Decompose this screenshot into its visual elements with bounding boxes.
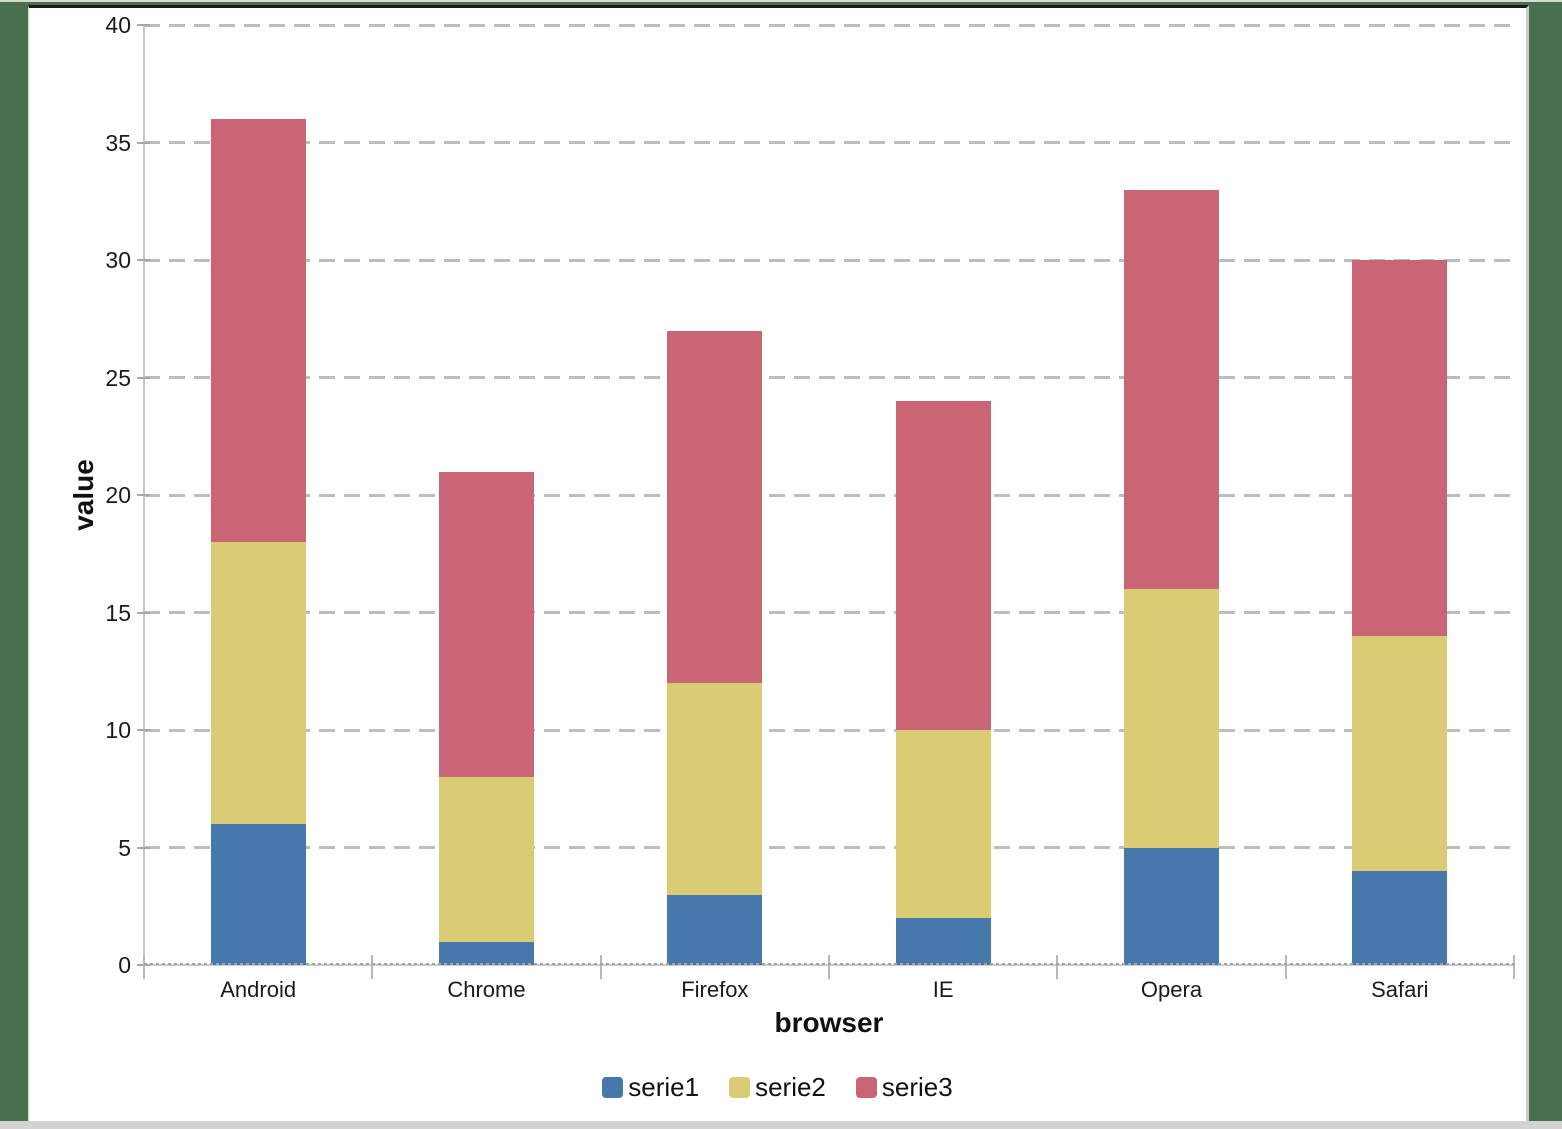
bar-segment-serie2-chrome <box>439 777 534 942</box>
gridline-15 <box>144 611 1514 614</box>
x-axis-tick <box>599 955 602 979</box>
gridline-40 <box>144 23 1514 27</box>
y-axis-tick-35 <box>137 141 150 144</box>
legend-swatch-serie3 <box>855 1077 877 1098</box>
legend-label-serie2: serie2 <box>755 1072 826 1102</box>
y-axis-tick-5 <box>137 846 150 849</box>
x-axis-tick <box>1513 955 1515 979</box>
bar-segment-serie1-safari <box>1352 871 1448 965</box>
y-tick-label-25: 25 <box>105 364 131 391</box>
x-category-label-chrome: Chrome <box>447 977 526 1002</box>
y-tick-label-5: 5 <box>118 834 131 861</box>
bar-segment-serie1-opera <box>1124 847 1219 965</box>
bar-segment-serie2-opera <box>1124 589 1219 848</box>
bar-segment-serie2-android <box>210 542 306 824</box>
gridline-25 <box>144 376 1514 379</box>
y-tick-label-0: 0 <box>118 952 131 978</box>
legend-label-serie1: serie1 <box>628 1072 700 1102</box>
x-category-label-safari: Safari <box>1371 977 1429 1002</box>
y-axis-tick-25 <box>137 376 150 379</box>
y-axis-line <box>143 25 145 979</box>
y-axis-tick-20 <box>137 494 150 496</box>
x-category-label-firefox: Firefox <box>681 977 749 1002</box>
bar-segment-serie1-android <box>210 824 306 965</box>
legend: serie1 serie2 serie3 <box>29 1072 1526 1103</box>
bar-segment-serie2-safari <box>1352 636 1448 871</box>
x-category-label-opera: Opera <box>1140 977 1203 1002</box>
legend-item-serie3: serie3 <box>855 1072 953 1103</box>
legend-item-serie1: serie1 <box>602 1072 699 1103</box>
bar-segment-serie1-ie <box>895 918 991 965</box>
bar-segment-serie2-firefox <box>667 683 763 895</box>
x-axis-tick <box>828 955 830 979</box>
y-tick-label-40: 40 <box>105 12 131 38</box>
gridline-20 <box>144 493 1514 497</box>
y-tick-label-30: 30 <box>105 247 131 273</box>
bottom-edge-strip <box>0 1121 1562 1129</box>
bar-segment-serie3-opera <box>1124 189 1219 589</box>
bar-segment-serie3-safari <box>1352 260 1448 636</box>
legend-label-serie3: serie3 <box>881 1072 953 1102</box>
bar-segment-serie1-chrome <box>439 941 534 965</box>
bar-segment-serie3-android <box>210 119 306 542</box>
x-axis-tick <box>1056 955 1059 979</box>
x-axis-tick <box>1284 955 1287 979</box>
legend-swatch-serie2 <box>729 1077 751 1098</box>
x-axis-title: browser <box>774 1007 884 1038</box>
chart-card: 0 5 10 15 20 25 30 35 40 Android Chrome Firefox IE Op… <box>28 5 1529 1123</box>
bar-segment-serie2-ie <box>895 730 991 918</box>
gridline-10 <box>144 728 1514 732</box>
bar-segment-serie3-chrome <box>439 471 534 777</box>
y-axis-tick-10 <box>137 729 150 731</box>
y-tick-label-15: 15 <box>105 599 131 626</box>
y-tick-label-20: 20 <box>105 482 131 508</box>
zero-gridline <box>144 963 1514 965</box>
gridline-35 <box>144 141 1514 144</box>
y-axis-tick-15 <box>137 611 150 614</box>
x-category-label-android: Android <box>220 977 297 1002</box>
y-axis-tick-40 <box>137 24 150 26</box>
x-axis-tick <box>143 955 145 979</box>
x-category-label-ie: IE <box>932 977 954 1002</box>
gridline-5 <box>144 846 1514 849</box>
y-axis-title: value <box>68 459 99 531</box>
bar-segment-serie3-ie <box>895 401 991 730</box>
bar-segment-serie1-firefox <box>667 894 763 965</box>
gridline-30 <box>144 258 1514 262</box>
legend-swatch-serie1 <box>602 1077 624 1098</box>
y-axis-tick-30 <box>137 259 150 261</box>
legend-item-serie2: serie2 <box>729 1072 826 1103</box>
y-tick-label-10: 10 <box>105 717 131 743</box>
x-axis-tick <box>371 955 374 979</box>
plot-area: 0 5 10 15 20 25 30 35 40 Android Chrome Firefox IE Op… <box>105 12 1515 1002</box>
y-tick-label-35: 35 <box>105 129 131 156</box>
bar-segment-serie3-firefox <box>667 330 763 683</box>
